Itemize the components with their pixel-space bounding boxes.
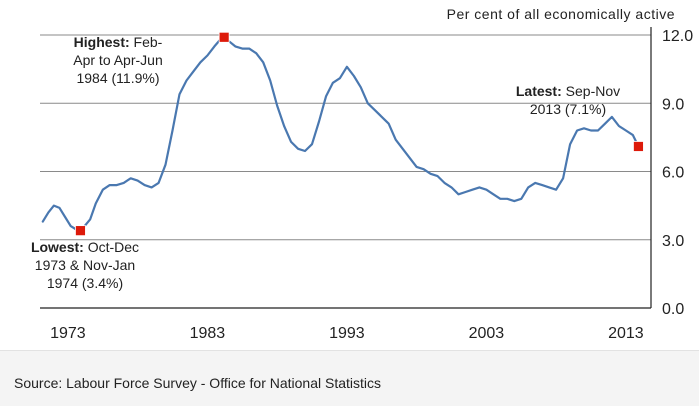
- y-tick-label-12.0: 12.0: [662, 28, 693, 45]
- y-tick-label-0.0: 0.0: [662, 301, 684, 318]
- units-label: Per cent of all economically active: [447, 6, 675, 22]
- x-tick-label-2013: 2013: [608, 325, 644, 342]
- markers: [75, 31, 644, 237]
- lowest-annotation-line-2: 1973 & Nov-Jan: [35, 257, 135, 273]
- lowest-annotation-line-3: 1974 (3.4%): [47, 275, 123, 291]
- x-tick-label-1983: 1983: [190, 325, 226, 342]
- axes: [40, 27, 652, 309]
- x-tick-labels: 1973 1983 1993 2003 2013: [50, 325, 644, 342]
- y-tick-label-3.0: 3.0: [662, 233, 684, 250]
- latest-annotation-line-2: 2013 (7.1%): [530, 101, 606, 117]
- chart-panel: 0.0 3.0 6.0 9.0 12.0 1973 1983 1993 2003 2013 Pe…: [30, 6, 694, 342]
- source-footer: Source: Labour Force Survey - Office for…: [0, 350, 699, 406]
- latest-annotation: Latest: Sep-Nov 2013 (7.1%): [516, 83, 620, 117]
- latest-annotation-line-1: Latest: Sep-Nov: [516, 83, 620, 99]
- lowest-annotation-line-1: Lowest: Oct-Dec: [31, 239, 139, 255]
- unemployment-line-chart: 0.0 3.0 6.0 9.0 12.0 1973 1983 1993 2003 2013 Pe…: [31, 6, 693, 342]
- latest-marker: [633, 141, 644, 152]
- highest-annotation: Highest: Feb- Apr to Apr-Jun 1984 (11.9%): [73, 34, 163, 86]
- y-tick-label-9.0: 9.0: [662, 96, 684, 113]
- series-line-0: [41, 36, 640, 232]
- lowest-marker: [75, 225, 86, 237]
- x-tick-label-1973: 1973: [50, 325, 86, 342]
- series: [41, 36, 640, 232]
- annotations: Lowest: Oct-Dec 1973 & Nov-Jan 1974 (3.4%)…: [31, 34, 620, 291]
- lowest-annotation: Lowest: Oct-Dec 1973 & Nov-Jan 1974 (3.4%): [31, 239, 139, 291]
- highest-annotation-line-2: Apr to Apr-Jun: [73, 52, 163, 68]
- source-text: Source: Labour Force Survey - Office for…: [14, 375, 382, 391]
- x-tick-label-2003: 2003: [469, 325, 505, 342]
- gridlines: [40, 34, 651, 241]
- y-tick-label-6.0: 6.0: [662, 165, 684, 182]
- highest-annotation-line-1: Highest: Feb-: [74, 34, 163, 50]
- highest-annotation-line-3: 1984 (11.9%): [76, 70, 159, 86]
- highest-marker: [218, 31, 230, 43]
- x-tick-label-1993: 1993: [329, 325, 365, 342]
- y-tick-labels: 0.0 3.0 6.0 9.0 12.0: [662, 28, 693, 318]
